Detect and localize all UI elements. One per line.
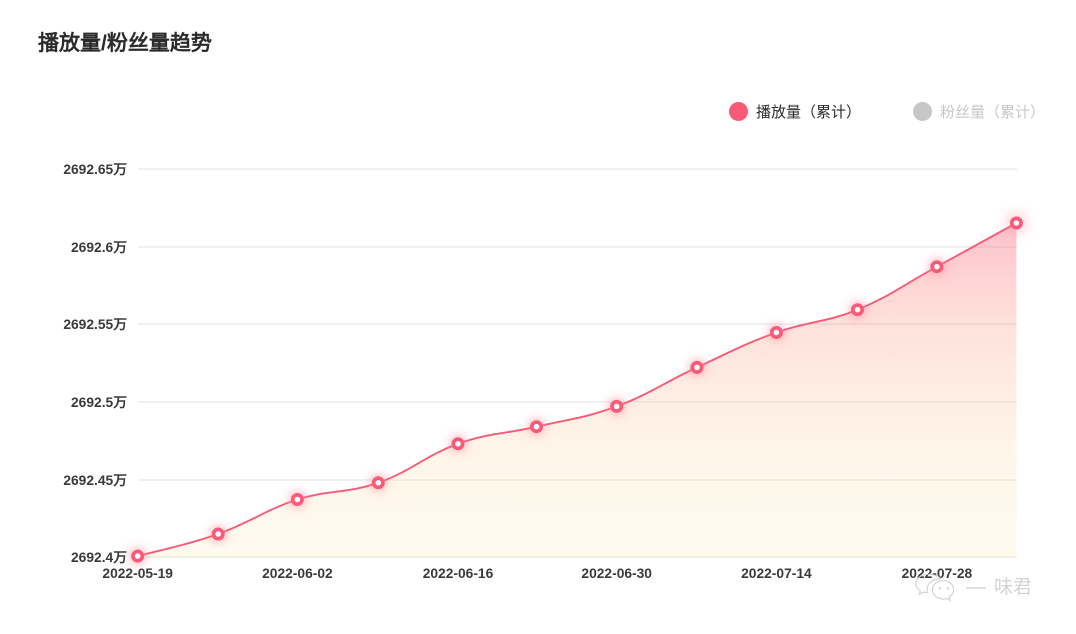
svg-text:2022-06-02: 2022-06-02: [262, 566, 333, 581]
svg-text:2022-05-19: 2022-05-19: [102, 566, 173, 581]
svg-text:2692.45万: 2692.45万: [63, 473, 127, 488]
svg-text:2022-06-16: 2022-06-16: [423, 566, 494, 581]
svg-text:2692.55万: 2692.55万: [63, 317, 127, 332]
svg-text:2022-06-30: 2022-06-30: [581, 566, 652, 581]
svg-text:2692.4万: 2692.4万: [71, 550, 127, 565]
svg-text:2692.65万: 2692.65万: [63, 162, 127, 177]
svg-text:2022-07-14: 2022-07-14: [741, 566, 812, 581]
svg-text:2692.5万: 2692.5万: [71, 395, 127, 410]
svg-text:2692.6万: 2692.6万: [71, 240, 127, 255]
